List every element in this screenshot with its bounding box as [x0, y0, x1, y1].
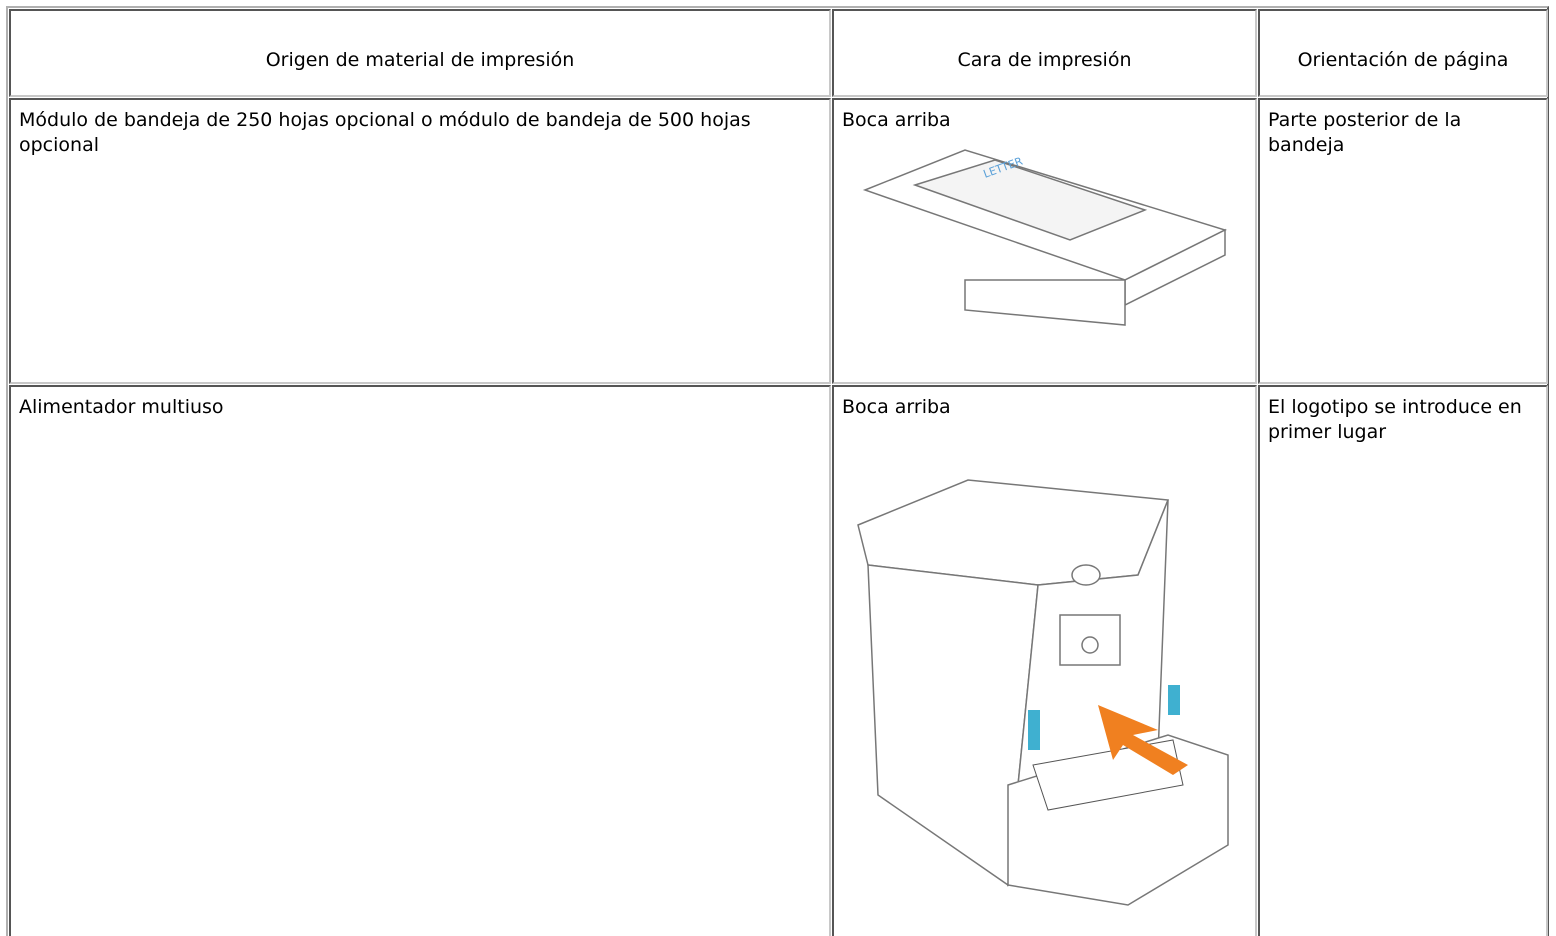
header-cell: Orientación de página [1258, 9, 1548, 97]
cell: Parte posterior de la bandeja [1258, 98, 1548, 384]
cell: Módulo de bandeja de 250 hojas opcional … [9, 98, 831, 384]
cell: Alimentador multiuso [9, 385, 831, 936]
table: Origen de material de impresión Cara de … [6, 6, 1549, 936]
printer-illustration [857, 479, 1229, 906]
cell: El logotipo se introduce en primer lugar [1258, 385, 1548, 936]
cell: Boca arriba [832, 385, 1257, 936]
cell: Boca arriba [832, 98, 1257, 384]
header-cell: Cara de impresión [832, 9, 1257, 97]
tray-illustration: LETTER [862, 149, 1228, 326]
header-cell: Origen de material de impresión [9, 9, 831, 97]
